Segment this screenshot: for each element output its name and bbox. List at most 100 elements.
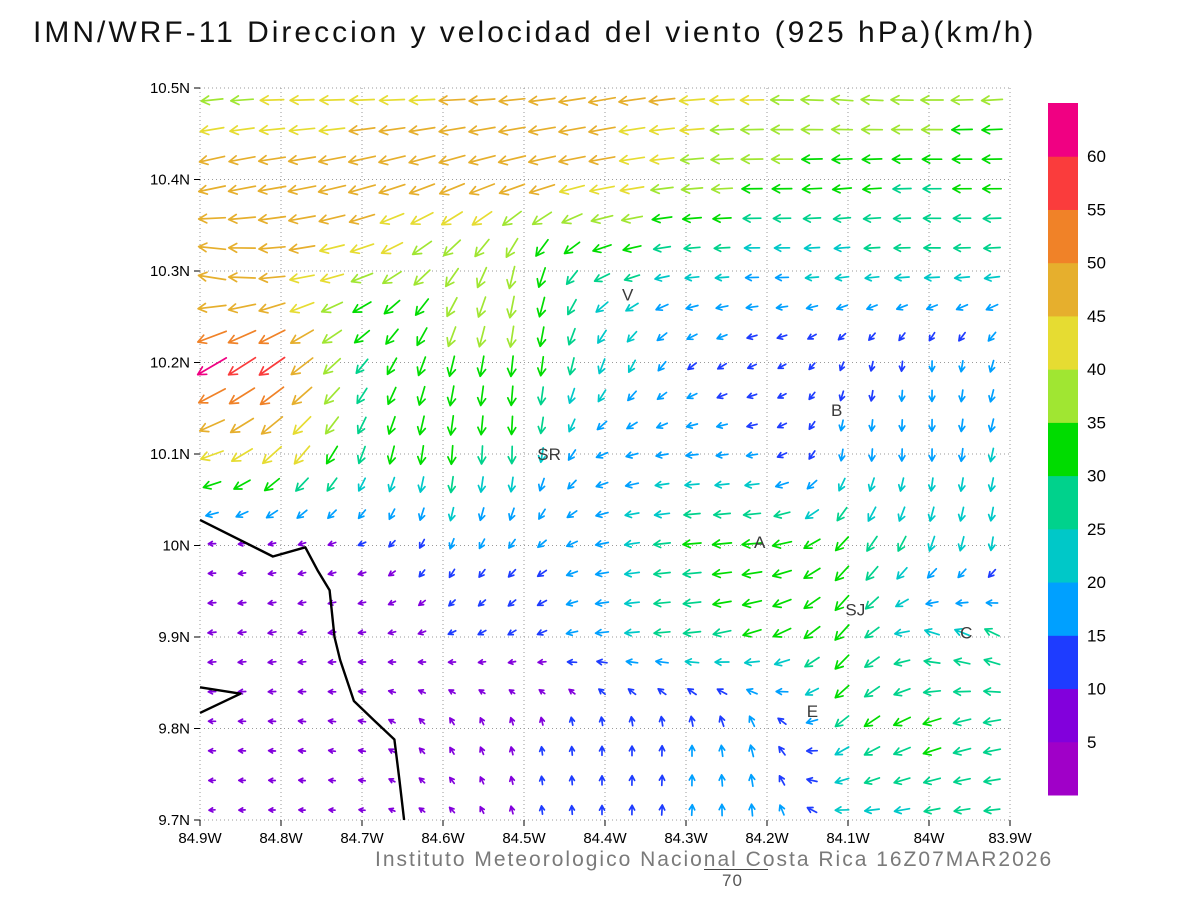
wind-arrow xyxy=(748,803,756,817)
station-label-a: A xyxy=(754,533,766,552)
wind-arrow xyxy=(868,448,876,462)
wind-arrow xyxy=(712,628,732,638)
wind-arrow xyxy=(594,628,610,637)
wind-arrow xyxy=(834,746,850,756)
wind-arrow xyxy=(834,536,850,552)
wind-arrow xyxy=(383,299,401,315)
wind-arrow xyxy=(568,804,576,816)
colorbar-label: 60 xyxy=(1087,147,1106,166)
wind-arrow xyxy=(777,392,787,399)
wind-arrow xyxy=(297,777,307,784)
wind-arrow xyxy=(771,539,793,549)
wind-arrow xyxy=(508,805,516,815)
wind-arrow xyxy=(387,688,397,695)
wind-arrow xyxy=(408,154,436,166)
wind-arrow xyxy=(528,183,556,196)
wind-arrow xyxy=(317,184,347,196)
wind-arrow xyxy=(868,389,876,402)
wind-arrow xyxy=(357,659,367,666)
wind-arrow xyxy=(318,214,346,225)
wind-arrow xyxy=(983,243,1001,253)
wind-arrow xyxy=(296,509,308,519)
wind-arrow xyxy=(198,419,226,433)
wind-arrow xyxy=(688,715,696,727)
wind-arrow xyxy=(327,509,337,520)
y-tick-label: 9.8N xyxy=(158,721,190,738)
wind-arrow xyxy=(508,775,516,786)
y-tick-label: 9.7N xyxy=(158,812,190,829)
wind-arrow xyxy=(477,445,487,465)
wind-arrow xyxy=(718,803,726,817)
wind-arrow xyxy=(623,569,641,578)
wind-arrow xyxy=(777,363,787,370)
wind-arrow xyxy=(984,627,1000,637)
wind-arrow xyxy=(258,356,286,376)
wind-arrow xyxy=(711,568,733,579)
chart-title: IMN/WRF-11 Direccion y velocidad del vie… xyxy=(33,16,1037,49)
wind-arrow xyxy=(538,688,546,695)
wind-arrow xyxy=(506,295,517,319)
wind-arrow xyxy=(568,716,576,727)
wind-arrow xyxy=(508,507,516,521)
wind-arrow xyxy=(348,125,376,136)
wind-arrow xyxy=(748,715,756,728)
coastline-path xyxy=(199,686,242,714)
wind-arrow xyxy=(777,717,787,726)
wind-arrow xyxy=(594,569,610,578)
wind-arrow xyxy=(327,658,337,666)
wind-arrow xyxy=(448,568,456,579)
wind-arrow xyxy=(227,184,257,195)
wind-arrow xyxy=(357,540,367,547)
wind-arrow xyxy=(558,184,586,195)
wind-arrow xyxy=(862,213,882,223)
colorbar-segment xyxy=(1048,688,1078,743)
wind-arrow xyxy=(711,539,733,549)
wind-arrow xyxy=(980,95,1004,106)
wind-arrow xyxy=(408,125,436,136)
wind-arrow xyxy=(890,124,914,135)
wind-arrow xyxy=(837,477,846,492)
wind-arrow xyxy=(776,333,788,341)
wind-arrow xyxy=(507,445,517,465)
wind-arrow xyxy=(983,273,1001,282)
wind-arrow xyxy=(682,628,702,638)
wind-arrow xyxy=(293,445,311,465)
x-tick-label: 84.3W xyxy=(664,830,708,847)
wind-arrow xyxy=(713,243,731,253)
wind-arrow xyxy=(982,746,1002,756)
wind-arrow xyxy=(893,776,911,786)
wind-arrow xyxy=(654,480,670,489)
wind-arrow xyxy=(866,303,878,311)
x-tick-label: 84.9W xyxy=(178,830,222,847)
wind-arrow xyxy=(772,213,792,223)
wind-arrow xyxy=(207,540,217,547)
wind-arrow xyxy=(355,358,369,375)
wind-arrow xyxy=(803,567,821,580)
wind-arrow xyxy=(237,570,247,577)
wind-arrow xyxy=(624,628,640,637)
wind-arrow xyxy=(709,124,735,135)
wind-arrow xyxy=(259,94,285,106)
wind-arrow xyxy=(597,358,606,375)
wind-arrow xyxy=(658,744,666,757)
wind-arrow xyxy=(867,506,877,522)
wind-arrow xyxy=(418,747,426,755)
wind-arrow xyxy=(834,624,850,641)
wind-arrow xyxy=(718,744,726,758)
wind-arrow xyxy=(229,125,255,136)
wind-arrow xyxy=(357,509,367,520)
wind-arrow xyxy=(380,241,404,255)
wind-arrow xyxy=(566,510,578,519)
wind-arrow xyxy=(678,95,706,106)
wind-arrow xyxy=(838,448,846,462)
wind-arrow xyxy=(923,806,941,815)
station-label-sj: SJ xyxy=(845,600,865,619)
wind-arrow xyxy=(682,539,702,549)
wind-arrow xyxy=(238,807,246,813)
wind-arrow xyxy=(866,535,878,552)
wind-arrow xyxy=(565,629,579,637)
wind-arrow xyxy=(683,243,701,253)
wind-arrow xyxy=(920,124,944,135)
wind-arrow xyxy=(745,451,759,459)
